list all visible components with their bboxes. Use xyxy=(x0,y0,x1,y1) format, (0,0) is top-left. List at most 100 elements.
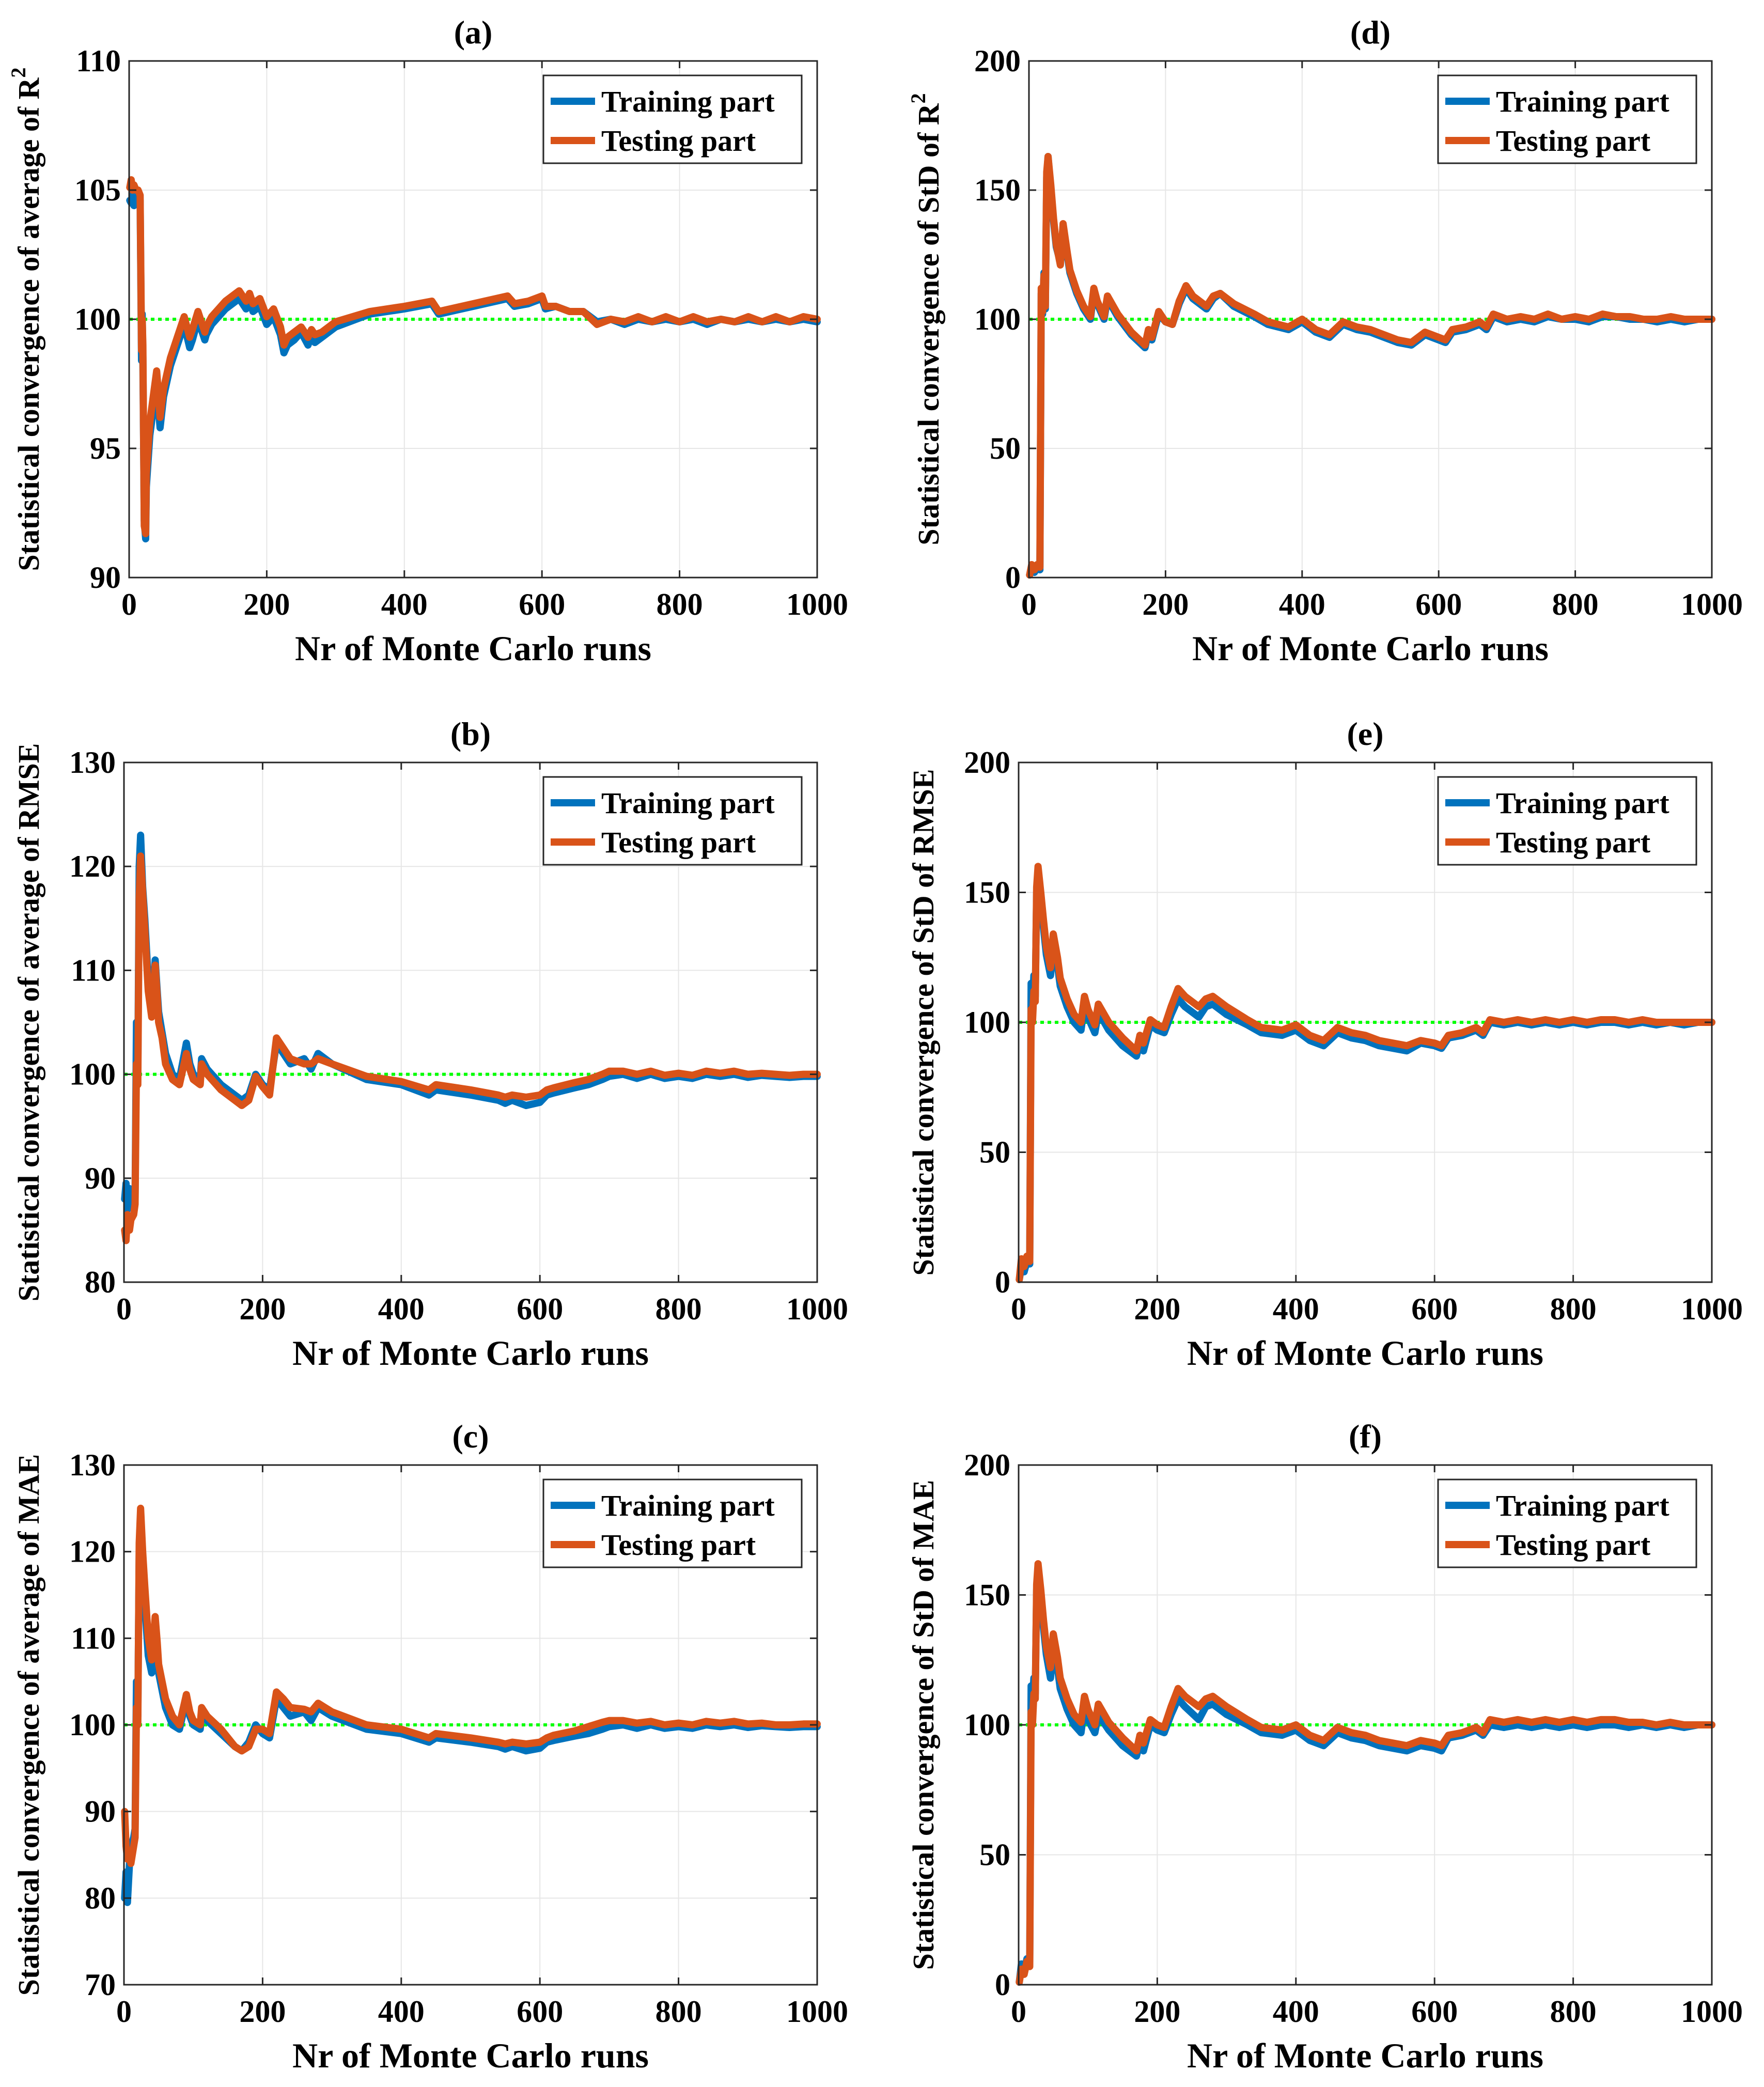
y-tick-label: 105 xyxy=(74,173,121,207)
x-tick-label: 800 xyxy=(1550,1292,1597,1326)
y-tick-label: 50 xyxy=(990,431,1021,465)
y-axis-label-text: Statistical convergence of StD of MAE xyxy=(907,1480,940,1970)
legend-box xyxy=(1437,74,1697,164)
y-tick-label: 95 xyxy=(90,431,121,465)
x-tick-label: 400 xyxy=(1273,1995,1319,2029)
x-tick-label: 400 xyxy=(381,587,428,621)
legend-label-training: Training part xyxy=(1496,1489,1669,1522)
y-axis-label-text: Statistical convergence of StD of R xyxy=(912,103,945,545)
legend-label-testing: Testing part xyxy=(1496,124,1651,158)
panel-title: (d) xyxy=(1350,14,1391,51)
x-tick-label: 200 xyxy=(243,587,290,621)
y-axis-label: Statistical convergence of StD of MAE xyxy=(907,1480,940,1970)
x-tick-label: 800 xyxy=(657,587,703,621)
panel-d: 0 200 400 600 800 1000 0 50 100 150 200 (d) Nr of Mo… xyxy=(907,14,1743,668)
x-tick-label: 800 xyxy=(1550,1995,1597,2029)
y-tick-label: 100 xyxy=(974,302,1021,336)
legend-label-testing: Testing part xyxy=(1496,826,1651,859)
legend-box xyxy=(542,74,803,164)
legend-label-training: Training part xyxy=(601,85,775,118)
series-line-testing xyxy=(1026,153,1715,579)
x-tick-label: 600 xyxy=(1415,587,1462,621)
legend: Training part Testing part xyxy=(1437,1478,1697,1568)
x-tick-label: 600 xyxy=(517,1995,563,2029)
y-tick-label: 130 xyxy=(69,1448,116,1482)
x-axis-label: Nr of Monte Carlo runs xyxy=(1187,2036,1543,2075)
y-axis-label: Statistical convergence of StD of R2 xyxy=(907,93,945,545)
panel-c: 0 200 400 600 800 1000 70 80 90 100 110 120 130 (c) Nr… xyxy=(12,1418,848,2075)
x-tick-label: 1000 xyxy=(1681,587,1743,621)
legend-label-training: Training part xyxy=(1496,85,1669,118)
legend-label-training: Training part xyxy=(601,786,775,820)
y-tick-label: 70 xyxy=(85,1968,116,2002)
x-axis-label: Nr of Monte Carlo runs xyxy=(295,629,651,668)
y-tick-label: 100 xyxy=(74,302,121,336)
legend: Training part Testing part xyxy=(1437,74,1697,164)
x-tick-label: 0 xyxy=(1021,587,1037,621)
series-line-testing xyxy=(1016,1560,1715,1986)
y-tick-label: 0 xyxy=(1005,560,1021,595)
y-tick-label: 110 xyxy=(71,1621,116,1655)
y-axis-label-text: Statistical convergence of StD of RMSE xyxy=(907,769,940,1276)
panel-title: (b) xyxy=(450,715,491,752)
y-tick-label: 0 xyxy=(995,1968,1010,2002)
x-tick-label: 1000 xyxy=(1681,1995,1743,2029)
legend-box xyxy=(1437,1478,1697,1568)
legend-label-training: Training part xyxy=(1496,786,1669,820)
x-tick-label: 0 xyxy=(1011,1292,1026,1326)
legend-box xyxy=(1437,776,1697,866)
series-line-testing xyxy=(126,176,821,537)
y-tick-label: 200 xyxy=(964,1448,1010,1482)
y-tick-label: 200 xyxy=(964,745,1010,780)
legend-label-testing: Testing part xyxy=(601,1528,756,1562)
y-axis-label-superscript: 2 xyxy=(907,93,930,103)
x-tick-label: 200 xyxy=(239,1995,286,2029)
panel-b: 0 200 400 600 800 1000 80 90 100 110 120 130 (b) Nr o… xyxy=(12,715,848,1373)
x-tick-label: 200 xyxy=(1142,587,1189,621)
panel-f: 0 200 400 600 800 1000 0 50 100 150 200 (f) Nr of Mo… xyxy=(907,1418,1743,2075)
x-axis-label: Nr of Monte Carlo runs xyxy=(292,2036,649,2075)
y-tick-label: 110 xyxy=(76,44,121,78)
y-tick-label: 90 xyxy=(90,560,121,595)
y-tick-label: 150 xyxy=(964,1578,1010,1612)
y-axis-label-text: Statistical convergence of average of RM… xyxy=(12,743,45,1302)
y-tick-label: 100 xyxy=(964,1708,1010,1742)
x-tick-label: 0 xyxy=(116,1995,132,2029)
y-tick-label: 120 xyxy=(69,849,116,883)
panel-a: 0 200 400 600 800 1000 90 95 100 105 110 (a) Nr of M… xyxy=(7,14,848,668)
x-tick-label: 400 xyxy=(1273,1292,1319,1326)
y-tick-label: 80 xyxy=(85,1265,116,1299)
y-tick-label: 120 xyxy=(69,1535,116,1569)
x-tick-label: 0 xyxy=(121,587,137,621)
y-axis-label-text: Statistical convergence of average of MA… xyxy=(12,1454,45,1996)
x-tick-label: 1000 xyxy=(786,587,848,621)
legend-label-training: Training part xyxy=(601,1489,775,1522)
series-line-testing xyxy=(121,1504,821,1867)
x-axis-label: Nr of Monte Carlo runs xyxy=(1192,629,1549,668)
series-line-testing xyxy=(1016,863,1715,1283)
y-axis-label: Statistical convergence of average of RM… xyxy=(12,743,45,1302)
x-tick-label: 200 xyxy=(239,1292,286,1326)
x-axis-label: Nr of Monte Carlo runs xyxy=(1187,1333,1543,1373)
panel-e: 0 200 400 600 800 1000 0 50 100 150 200 (e) Nr of Mo… xyxy=(907,715,1743,1373)
legend-box xyxy=(542,776,803,866)
legend-label-testing: Testing part xyxy=(601,124,756,158)
x-tick-label: 600 xyxy=(1411,1292,1458,1326)
x-tick-label: 0 xyxy=(1011,1995,1026,2029)
y-tick-label: 90 xyxy=(85,1161,116,1195)
y-tick-label: 150 xyxy=(964,876,1010,910)
x-tick-label: 800 xyxy=(655,1995,702,2029)
legend: Training part Testing part xyxy=(542,74,803,164)
x-tick-label: 600 xyxy=(517,1292,563,1326)
legend: Training part Testing part xyxy=(1437,776,1697,866)
y-tick-label: 110 xyxy=(71,953,116,987)
x-tick-label: 200 xyxy=(1134,1995,1180,2029)
x-tick-label: 200 xyxy=(1134,1292,1180,1326)
y-axis-label: Statistical convergence of StD of RMSE xyxy=(907,769,940,1276)
x-axis-label: Nr of Monte Carlo runs xyxy=(292,1333,649,1373)
y-tick-label: 100 xyxy=(964,1005,1010,1039)
x-tick-label: 800 xyxy=(655,1292,702,1326)
y-tick-label: 100 xyxy=(69,1057,116,1092)
series-line-testing xyxy=(121,852,821,1244)
